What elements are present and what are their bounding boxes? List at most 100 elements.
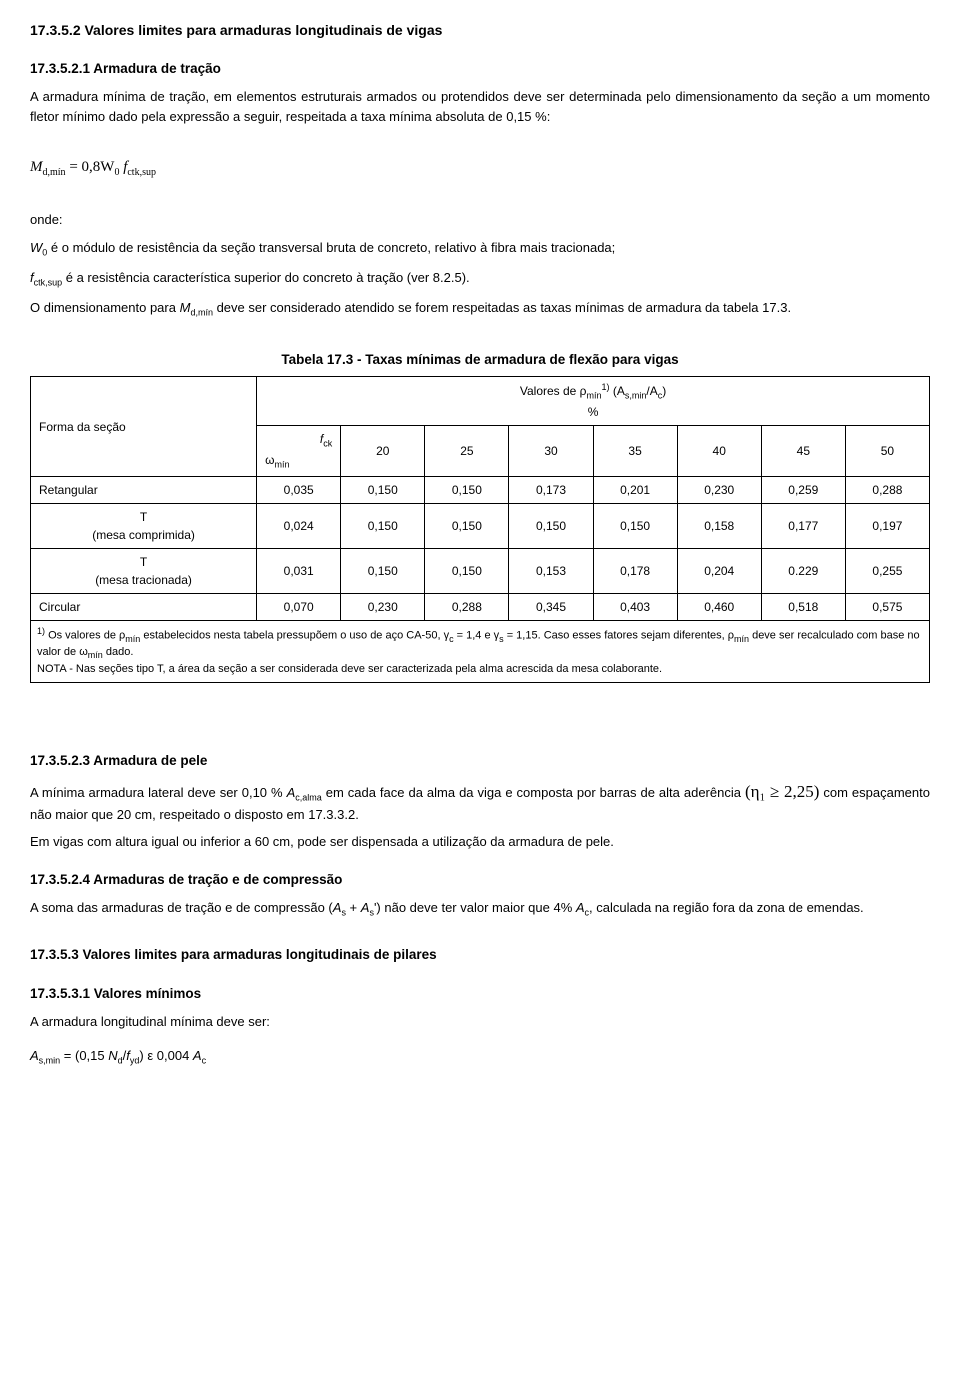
cell: 0,288 [845,476,929,503]
th-valores-sup: 1) [602,382,610,392]
cell: 0,288 [425,593,509,620]
s4-p1: A soma das armaduras de tração e de comp… [30,898,930,920]
section-17-3-5-2-4-title: 17.3.5.2.4 Armaduras de tração e de comp… [30,870,930,890]
cell: 0,259 [761,476,845,503]
s4-p1ac: A [576,900,585,915]
cell: 0.229 [761,548,845,593]
s3-p1ac: A [287,785,296,800]
s1-p2a: O dimensionamento para [30,300,180,315]
th-fck-sub: ck [323,439,332,449]
cell: 0,150 [341,476,425,503]
cell: 0,177 [761,503,845,548]
f-as: A [30,1048,39,1063]
formula-sub-ctksup: ctk,sup [127,167,156,178]
fctk-definition: fctk,sup é a resistência característica … [30,268,930,290]
w0-symbol: W [30,240,42,255]
s1-p1: A armadura mínima de tração, em elemento… [30,87,930,126]
formula-m: M [30,159,43,175]
cell: 0,178 [593,548,677,593]
th-pct: % [588,405,599,419]
note-sub4: mín [734,634,749,644]
f-acsub: c [202,1056,207,1066]
cell: 0,150 [425,476,509,503]
note2: NOTA - Nas seções tipo T, a área da seçã… [37,663,662,675]
f-n: N [108,1048,117,1063]
th-35: 35 [593,426,677,477]
cell: 0,158 [677,503,761,548]
cell-label: Retangular [31,476,257,503]
section-17-3-5-3-title: 17.3.5.3 Valores limites para armaduras … [30,945,930,965]
table-17-3: Forma da seção Valores de ρmín1) (As,min… [30,376,930,621]
cell-label: T (mesa tracionada) [31,548,257,593]
cell: 0,575 [845,593,929,620]
formula-asmin: As,min = (0,15 Nd/fyd) ε 0,004 Ac [30,1046,930,1068]
s3-p1acsub: c,alma [295,792,322,802]
section-17-3-5-3-1-title: 17.3.5.3.1 Valores mínimos [30,984,930,1004]
fctk-text: é a resistência característica superior … [62,270,470,285]
table-row: T (mesa tracionada) 0,031 0,150 0,150 0,… [31,548,930,593]
th-valores: Valores de ρmín1) (As,min/Ac) % [257,377,930,426]
th-valores-c: /A [646,384,657,398]
formula-sub-dmin: d,mín [43,167,66,178]
cell: 0,150 [425,548,509,593]
table-caption: Tabela 17.3 - Taxas mínimas de armadura … [30,350,930,370]
cell-omega: 0,070 [257,593,341,620]
th-valores-d: ) [662,384,666,398]
note-sub: mín [125,634,140,644]
f-assub: s,min [39,1056,61,1066]
fctk-sub: ctk,sup [34,277,63,287]
s3-p1: A mínima armadura lateral deve ser 0,10 … [30,779,930,825]
cell-label: T (mesa comprimida) [31,503,257,548]
th-valores-sub: mín [587,391,602,401]
cell: 0,150 [341,548,425,593]
note-sup: 1) [37,626,45,636]
f-ac: A [193,1048,202,1063]
onde-label: onde: [30,210,930,230]
cell: 0,460 [677,593,761,620]
s1-p2m-sub: d,mín [190,308,213,318]
section-17-3-5-2-1-title: 17.3.5.2.1 Armadura de tração [30,59,930,79]
cell: 0,518 [761,593,845,620]
s3-p1a: A mínima armadura lateral deve ser 0,10 … [30,785,287,800]
th-40: 40 [677,426,761,477]
th-50: 50 [845,426,929,477]
w0-definition: W0 é o módulo de resistência da seção tr… [30,238,930,260]
cell: 0,201 [593,476,677,503]
s3-p1expr: (η₁ ≥ 2,25) [745,782,819,801]
note-b: Os valores de ρ [45,630,125,642]
cell: 0,150 [593,503,677,548]
th-30: 30 [509,426,593,477]
cell: 0,150 [425,503,509,548]
s4-plus: + [346,900,361,915]
th-omega-sub: mín [274,459,289,469]
th-20: 20 [341,426,425,477]
f-close: ) ε 0,004 [139,1048,193,1063]
note-c: estabelecidos nesta tabela pressupõem o … [140,630,449,642]
f-eq: = (0,15 [60,1048,108,1063]
s3-p2: Em vigas com altura igual ou inferior a … [30,832,930,852]
th-25: 25 [425,426,509,477]
cell: 0,345 [509,593,593,620]
th-valores-a: Valores de ρ [520,384,587,398]
s1-p2b: deve ser considerado atendido se forem r… [213,300,791,315]
s5-p1: A armadura longitudinal mínima deve ser: [30,1012,930,1032]
s1-p2: O dimensionamento para Md,mín deve ser c… [30,298,930,320]
s4-p1b: ) não deve ter valor maior que 4% [376,900,575,915]
th-valores-sub2: s,min [625,391,647,401]
cell: 0,403 [593,593,677,620]
cell-omega: 0,031 [257,548,341,593]
cell: 0,255 [845,548,929,593]
table-row: Circular 0,070 0,230 0,288 0,345 0,403 0… [31,593,930,620]
note-d: = 1,4 e γ [454,630,500,642]
formula-md-min: Md,mín = 0,8W0 fctk,sup [30,156,930,180]
cell-label: Circular [31,593,257,620]
note-g: dado. [103,646,134,658]
cell: 0,197 [845,503,929,548]
th-45: 45 [761,426,845,477]
cell: 0,173 [509,476,593,503]
cell: 0,230 [677,476,761,503]
th-valores-b: (A [610,384,625,398]
table-note: 1) Os valores de ρmín estabelecidos nest… [30,621,930,683]
cell: 0,204 [677,548,761,593]
th-omega-fck: fck ωmín [257,426,341,477]
